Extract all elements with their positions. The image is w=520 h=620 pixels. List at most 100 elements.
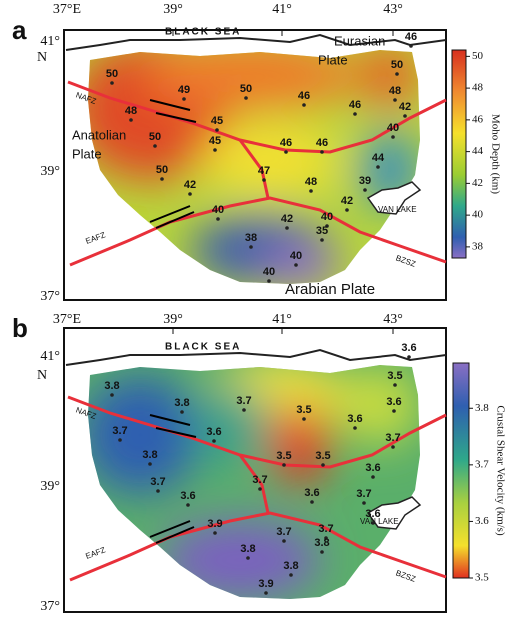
- motion-arrow: [155, 211, 195, 229]
- station-value: 49: [178, 84, 190, 96]
- station-value: 3.9: [258, 578, 273, 590]
- station: [324, 536, 328, 540]
- station: [320, 150, 324, 154]
- station: [180, 410, 184, 414]
- station-value: 3.7: [236, 395, 251, 407]
- motion-arrow: [149, 414, 191, 426]
- panel-label: a: [12, 15, 27, 45]
- coastline: [65, 348, 447, 366]
- frame: [63, 29, 447, 301]
- van-lake: [366, 181, 422, 215]
- station: [110, 393, 114, 397]
- colorbar-tick-label: 48: [472, 82, 484, 94]
- lon-tick-label: 41°: [272, 312, 292, 327]
- station-value: 3.6: [386, 396, 401, 408]
- place-label: Plate: [72, 146, 102, 161]
- station-value: 3.6: [180, 490, 195, 502]
- station-value: 3.6: [304, 487, 319, 499]
- colorbar-tick-label: 44: [472, 145, 484, 157]
- station: [258, 487, 262, 491]
- station: [244, 96, 248, 100]
- station: [320, 238, 324, 242]
- station: [376, 165, 380, 169]
- place-label: Anatolian: [72, 127, 126, 142]
- station: [282, 539, 286, 543]
- station: [302, 103, 306, 107]
- lon-tick-label: 43°: [383, 312, 403, 327]
- station: [242, 408, 246, 412]
- lat-tick-label: 41°: [40, 349, 60, 364]
- station: [393, 98, 397, 102]
- station: [110, 81, 114, 85]
- station: [345, 208, 349, 212]
- station-value: 45: [211, 115, 223, 127]
- frame: [63, 327, 447, 613]
- station-value: 40: [387, 122, 399, 134]
- fault-nafz: [67, 80, 447, 154]
- lat-tick-label: 41°: [40, 34, 60, 49]
- station-value: 44: [372, 152, 385, 164]
- station: [409, 44, 413, 48]
- panel-label: b: [12, 313, 28, 343]
- station-value: 45: [209, 135, 221, 147]
- station-value: 3.7: [356, 488, 371, 500]
- station-value: 50: [106, 68, 118, 80]
- station-value: 3.9: [207, 518, 222, 530]
- lon-tick-label: 39°: [163, 312, 183, 327]
- station: [285, 226, 289, 230]
- station-value: 3.8: [283, 560, 298, 572]
- station-value: 40: [290, 250, 302, 262]
- station: [182, 97, 186, 101]
- station-value: 38: [245, 232, 257, 244]
- station-value: 40: [212, 204, 224, 216]
- station-value: 3.8: [104, 380, 119, 392]
- lat-tick-label: 37°: [40, 599, 60, 614]
- station-value: 35: [316, 225, 328, 237]
- station: [362, 501, 366, 505]
- station: [353, 426, 357, 430]
- station-value: 3.8: [142, 449, 157, 461]
- station-value: 42: [399, 101, 411, 113]
- colorbar-tick-label: 3.8: [475, 402, 489, 414]
- station: [213, 148, 217, 152]
- place-label: Arabian Plate: [285, 281, 375, 298]
- station: [325, 224, 329, 228]
- station-value: 3.7: [150, 476, 165, 488]
- colorbar-title: Moho Depth (km): [489, 114, 501, 194]
- lat-tick-label: 39°: [40, 164, 60, 179]
- colorbar-tick-label: 3.7: [475, 458, 489, 470]
- station: [153, 144, 157, 148]
- station-value: 46: [298, 90, 310, 102]
- colorbar-tick-label: 50: [472, 50, 484, 62]
- station-value: 46: [316, 137, 328, 149]
- station: [186, 503, 190, 507]
- fault-eafz: [69, 196, 447, 267]
- station: [215, 128, 219, 132]
- station: [156, 489, 160, 493]
- motion-arrow: [149, 99, 191, 111]
- station: [249, 245, 253, 249]
- station: [302, 417, 306, 421]
- motion-arrow: [155, 526, 195, 544]
- station: [289, 573, 293, 577]
- station-value: 50: [149, 131, 161, 143]
- station-value: 47: [258, 165, 270, 177]
- station: [216, 217, 220, 221]
- fault-eafz: [69, 511, 447, 582]
- place-label: VAN LAKE: [378, 205, 417, 214]
- station: [310, 500, 314, 504]
- place-label: BLACK SEA: [165, 342, 241, 353]
- fault-nafz: [67, 395, 447, 469]
- station-value: 39: [359, 175, 371, 187]
- place-label: BZSZ: [395, 253, 417, 268]
- station: [118, 438, 122, 442]
- place-label: BZSZ: [395, 568, 417, 583]
- coastline: [65, 33, 447, 51]
- station-value: 3.7: [112, 425, 127, 437]
- place-label: EAFZ: [84, 545, 106, 560]
- station: [160, 177, 164, 181]
- station-value: 3.6: [401, 342, 416, 354]
- station: [363, 188, 367, 192]
- station-value: 50: [391, 59, 403, 71]
